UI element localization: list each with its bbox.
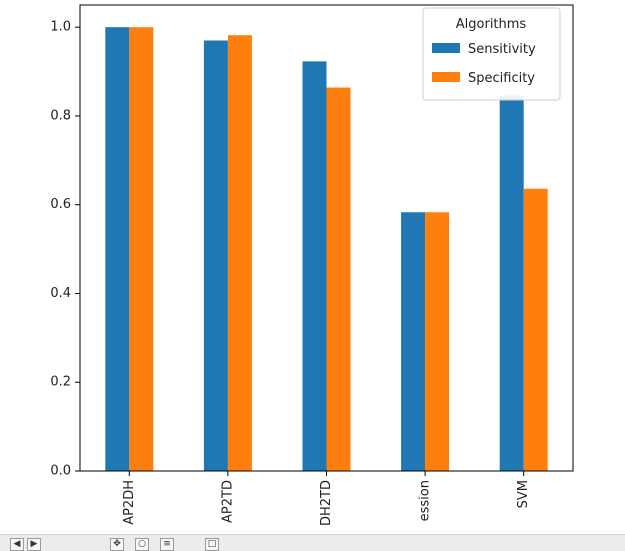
zoom-icon[interactable]: ○ [135, 538, 149, 551]
configure-icon[interactable]: ≡ [160, 538, 174, 551]
y-axis: 0.0 0.2 0.4 0.6 0.8 1.0 [50, 20, 80, 479]
back-icon[interactable]: ◀ [10, 538, 24, 551]
bar-specificity-ap2dh [129, 27, 154, 471]
bar-specificity-ession [425, 212, 450, 472]
y-tick-label: 0.0 [50, 464, 71, 479]
bar-sensitivity-svm [499, 95, 524, 471]
x-tick-label: DH2TD [319, 480, 334, 526]
legend-label-specificity: Specificity [468, 71, 535, 86]
bar-specificity-svm [523, 188, 548, 472]
plot-toolbar: ◀ ▶ ✥ ○ ≡ □ [0, 534, 625, 551]
y-tick-label: 0.2 [50, 375, 71, 390]
pan-icon[interactable]: ✥ [110, 538, 124, 551]
legend-label-sensitivity: Sensitivity [468, 42, 536, 57]
bar-sensitivity-ap2dh [105, 27, 130, 471]
bar-specificity-dh2td [326, 87, 351, 471]
bar-chart: 0.0 0.2 0.4 0.6 0.8 1.0 AP2DH AP2TD DH2TD ession… [50, 4, 574, 526]
bars [105, 27, 548, 472]
legend-swatch-sensitivity [432, 43, 460, 53]
legend: Algorithms Sensitivity Specificity [422, 7, 561, 101]
y-tick-label: 1.0 [50, 20, 71, 35]
x-tick-label: SVM [516, 480, 531, 508]
bar-specificity-ap2td [227, 35, 252, 471]
x-axis: AP2DH AP2TD DH2TD ession SVM [122, 471, 531, 526]
legend-swatch-specificity [432, 72, 460, 82]
bar-sensitivity-ap2td [203, 40, 228, 471]
save-icon[interactable]: □ [205, 538, 219, 551]
x-tick-label: AP2DH [122, 480, 137, 525]
y-tick-label: 0.8 [50, 108, 71, 123]
y-tick-label: 0.4 [50, 286, 71, 301]
bar-sensitivity-dh2td [302, 61, 327, 472]
bar-sensitivity-ession [401, 212, 426, 472]
plot-frame [79, 4, 574, 472]
y-tick-label: 0.6 [50, 197, 71, 212]
x-tick-label: ession [418, 480, 433, 521]
x-tick-label: AP2TD [220, 480, 235, 523]
forward-icon[interactable]: ▶ [27, 538, 41, 551]
legend-title: Algorithms [456, 17, 527, 32]
